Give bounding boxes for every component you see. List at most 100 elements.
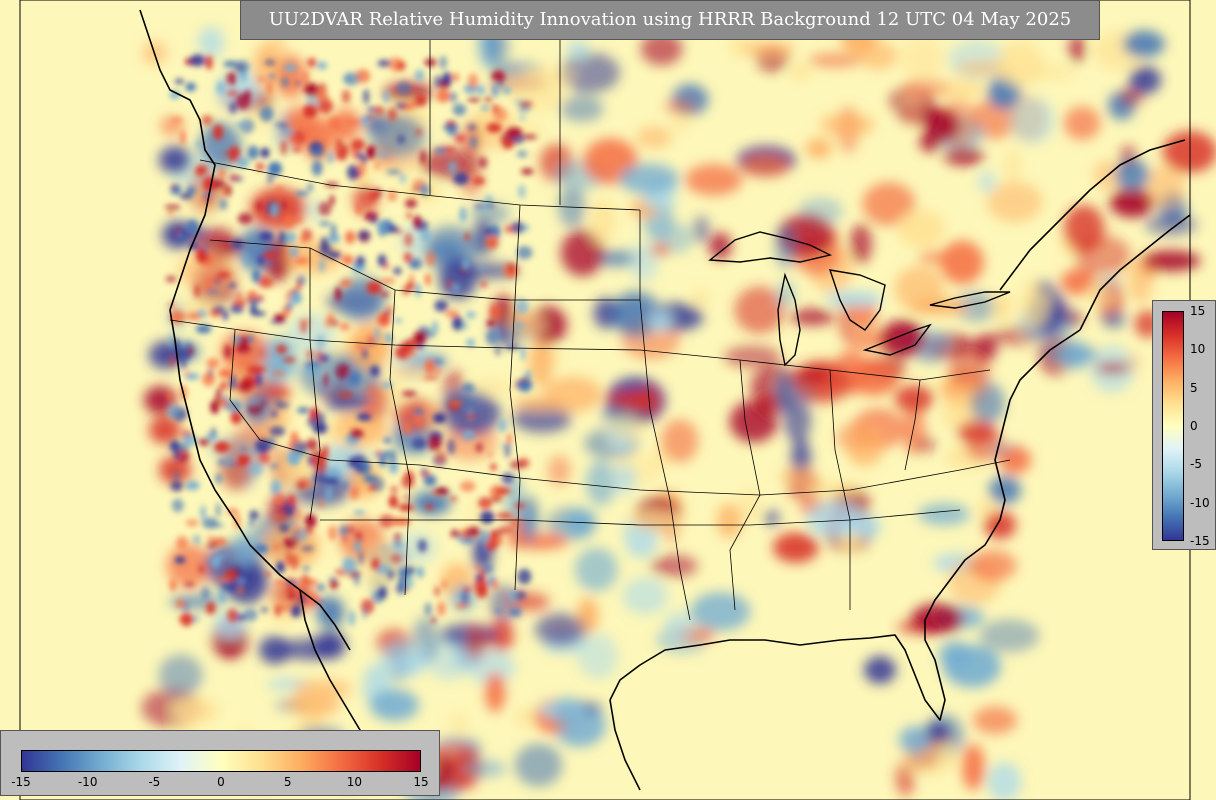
innovation-blob [846,425,884,467]
innovation-detail [361,347,368,360]
innovation-blob [611,290,662,338]
innovation-detail [423,375,440,381]
innovation-detail [475,564,480,571]
innovation-blob [506,311,545,340]
innovation-blob [178,251,237,290]
innovation-detail [246,298,263,303]
innovation-offshore-blob [1129,66,1161,94]
innovation-detail [506,433,512,445]
innovation-blob [640,195,676,209]
innovation-detail [318,201,332,216]
innovation-detail [445,120,457,127]
innovation-detail [271,370,285,376]
innovation-detail [217,399,228,407]
innovation-blob [551,696,583,728]
innovation-detail [491,70,506,83]
innovation-blob [521,495,538,543]
innovation-detail [283,63,297,72]
innovation-detail [219,198,227,210]
innovation-blob [977,171,997,192]
innovation-detail [220,381,227,390]
innovation-blob [547,455,571,486]
innovation-detail [508,264,514,274]
colorbar-tick-label-vertical: -10 [1190,495,1210,510]
innovation-detail [237,380,253,393]
innovation-detail [281,77,289,87]
innovation-blob [774,223,797,269]
innovation-blob [940,240,984,285]
innovation-detail [486,122,502,133]
innovation-detail [481,105,489,111]
innovation-detail [311,160,323,176]
innovation-detail [420,149,426,165]
innovation-detail [404,566,417,573]
innovation-blob [734,286,785,334]
innovation-detail [388,461,399,474]
innovation-detail [225,90,239,96]
innovation-detail [247,334,254,344]
innovation-detail [447,130,459,136]
innovation-blob [174,697,219,725]
innovation-detail [493,608,503,614]
innovation-blob [911,603,964,635]
innovation-detail [509,589,516,603]
innovation-detail [395,318,402,323]
innovation-detail [296,509,302,521]
innovation-detail [288,495,295,506]
innovation-detail [291,147,302,152]
innovation-detail [328,251,342,259]
innovation-blob [485,672,506,713]
innovation-detail [454,133,466,143]
innovation-detail [417,539,427,553]
innovation-blob [198,26,224,59]
innovation-detail [275,396,280,402]
innovation-blob [1123,30,1165,58]
innovation-detail [354,571,360,586]
innovation-detail [347,164,359,180]
innovation-blob [900,36,945,79]
innovation-detail [250,398,257,404]
innovation-detail [465,311,476,319]
innovation-detail [235,343,252,354]
innovation-detail [176,536,188,550]
innovation-detail [449,91,457,103]
innovation-detail [478,265,485,270]
state-borders [169,20,1011,621]
innovation-blob [450,713,469,735]
innovation-detail [215,577,231,583]
innovation-blob [233,531,258,567]
innovation-detail [215,473,222,484]
innovation-detail [327,234,341,243]
innovation-detail [415,283,421,298]
innovation-blob [559,95,604,122]
innovation-detail [317,98,333,114]
innovation-blob [610,464,637,494]
innovation-detail [376,449,381,457]
innovation-detail [312,422,328,434]
innovation-detail [431,616,436,624]
innovation-blob [897,210,945,248]
innovation-detail [475,442,483,453]
innovation-blob [622,577,668,615]
innovation-blob [938,79,986,98]
innovation-detail [301,545,314,552]
innovation-offshore-blob [259,636,291,664]
innovation-blob [845,329,892,351]
innovation-offshore-blob [899,726,931,754]
innovation-blob [1115,159,1150,191]
innovation-detail [280,124,288,129]
innovation-detail [491,104,500,113]
innovation-detail [294,191,309,196]
innovation-blob [528,339,554,387]
innovation-detail [300,235,307,244]
innovation-detail [207,535,213,541]
innovation-blob [1146,164,1186,209]
innovation-detail [342,254,354,265]
innovation-detail [519,101,533,109]
innovation-detail [388,57,403,72]
innovation-blob [807,482,863,496]
innovation-detail [496,512,513,519]
innovation-detail [195,140,201,148]
innovation-detail [387,190,398,202]
innovation-detail [201,586,211,600]
